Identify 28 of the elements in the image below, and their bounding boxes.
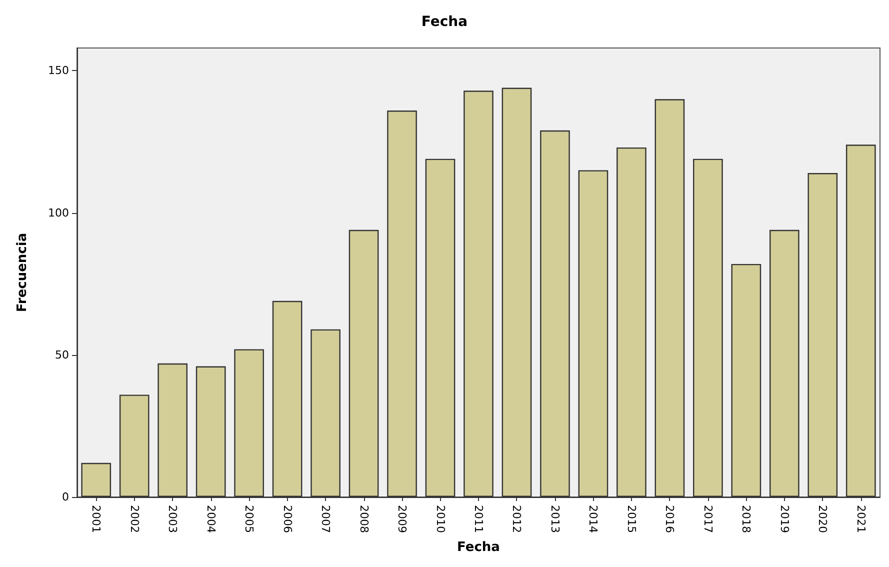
x-tick-label: 2012 xyxy=(510,505,524,533)
x-tick-label: 2015 xyxy=(624,505,638,533)
x-tick-label: 2021 xyxy=(854,505,868,533)
x-tick-label: 2010 xyxy=(434,505,447,533)
x-tick-label: 2016 xyxy=(663,505,676,533)
y-tick-label: 100 xyxy=(48,206,69,220)
x-tick-label: 2017 xyxy=(701,505,714,533)
x-tick-label: 2003 xyxy=(166,505,180,533)
x-axis-title: Fecha xyxy=(457,540,500,555)
x-tick-label: 2001 xyxy=(90,505,103,533)
x-tick-label: 2008 xyxy=(357,505,370,533)
y-axis-title: Frecuencia xyxy=(15,232,30,312)
x-tick-label: 2006 xyxy=(280,505,294,533)
x-tick-label: 2004 xyxy=(204,505,218,533)
x-tick-label: 2007 xyxy=(319,505,332,533)
x-tick-label: 2019 xyxy=(778,505,791,533)
x-tick-label: 2009 xyxy=(396,505,409,533)
x-tick-label: 2014 xyxy=(586,505,600,533)
x-tick-label: 2018 xyxy=(740,505,753,533)
chart-title: Fecha xyxy=(421,14,468,30)
x-tick-label: 2020 xyxy=(816,505,830,533)
x-tick-label: 2011 xyxy=(472,505,485,533)
x-tick-label: 2002 xyxy=(128,505,141,533)
x-tick-label: 2013 xyxy=(548,505,562,533)
y-tick-label: 50 xyxy=(55,348,69,362)
x-tick-label: 2005 xyxy=(242,505,256,533)
y-tick-label: 0 xyxy=(62,490,69,504)
y-tick-label: 150 xyxy=(48,64,69,78)
